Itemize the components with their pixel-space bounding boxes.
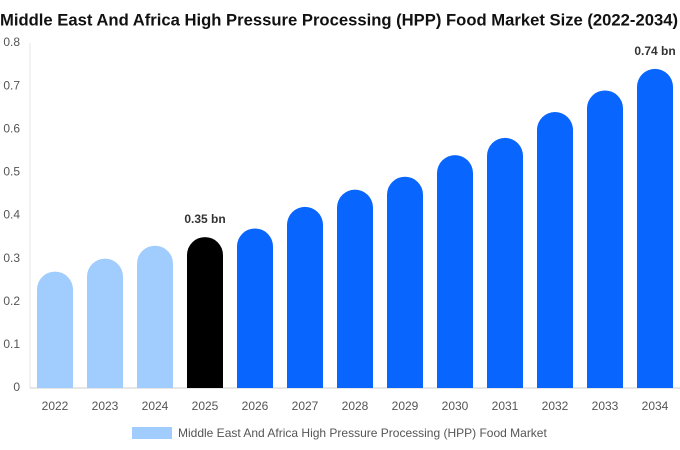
bar bbox=[587, 90, 623, 389]
y-tick-label: 0.1 bbox=[3, 337, 20, 351]
y-tick-label: 0.6 bbox=[3, 121, 20, 135]
value-label: 0.74 bn bbox=[634, 44, 675, 58]
legend-swatch bbox=[132, 427, 172, 439]
x-tick-label: 2027 bbox=[292, 399, 319, 413]
y-tick-label: 0.4 bbox=[3, 208, 20, 222]
bar bbox=[87, 258, 123, 388]
x-tick-label: 2030 bbox=[442, 399, 469, 413]
x-tick-label: 2031 bbox=[492, 399, 519, 413]
x-tick-label: 2028 bbox=[342, 399, 369, 413]
bar bbox=[37, 271, 73, 388]
bar bbox=[487, 137, 523, 388]
value-label: 0.35 bn bbox=[184, 212, 225, 226]
bar bbox=[537, 112, 573, 388]
x-tick-label: 2022 bbox=[42, 399, 69, 413]
y-tick-label: 0.2 bbox=[3, 294, 20, 308]
bar bbox=[637, 68, 673, 388]
bar bbox=[237, 228, 273, 388]
bar bbox=[387, 176, 423, 388]
x-tick-label: 2029 bbox=[392, 399, 419, 413]
x-tick-label: 2032 bbox=[542, 399, 569, 413]
x-tick-label: 2024 bbox=[142, 399, 169, 413]
y-tick-label: 0.5 bbox=[3, 165, 20, 179]
y-tick-label: 0 bbox=[13, 380, 20, 394]
x-tick-label: 2034 bbox=[642, 399, 669, 413]
bar bbox=[287, 206, 323, 388]
chart-title: Middle East And Africa High Pressure Pro… bbox=[0, 10, 678, 29]
y-tick-label: 0.8 bbox=[3, 35, 20, 49]
x-tick-label: 2025 bbox=[192, 399, 219, 413]
y-tick-label: 0.3 bbox=[3, 251, 20, 265]
x-tick-label: 2023 bbox=[92, 399, 119, 413]
bar bbox=[187, 237, 223, 388]
x-tick-label: 2026 bbox=[242, 399, 269, 413]
y-tick-label: 0.7 bbox=[3, 78, 20, 92]
bar bbox=[137, 245, 173, 388]
bar bbox=[437, 155, 473, 388]
legend-label: Middle East And Africa High Pressure Pro… bbox=[178, 426, 547, 440]
bar bbox=[337, 189, 373, 388]
x-tick-label: 2033 bbox=[592, 399, 619, 413]
